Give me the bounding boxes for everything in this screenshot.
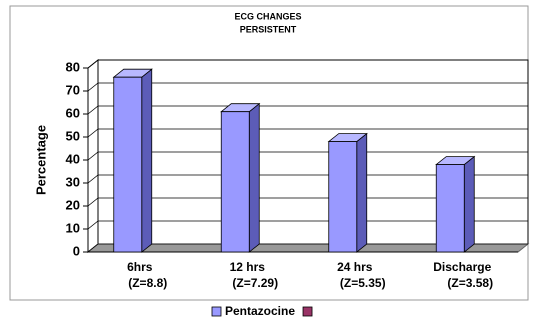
legend-swatch [302, 306, 313, 317]
grid-line [87, 174, 528, 184]
y-tick-label: 50 [66, 128, 80, 143]
x-tick-label: (Z=3.58) [447, 276, 493, 290]
bar-side [248, 102, 260, 253]
grid-line [87, 59, 528, 69]
grid-line [87, 151, 528, 161]
y-tick-label: 60 [66, 105, 80, 120]
grid-line [87, 197, 528, 207]
y-tick-label: 70 [66, 82, 80, 97]
y-tick-label: 0 [73, 243, 80, 258]
x-tick-label: 6hrs [127, 260, 153, 274]
bar [435, 164, 465, 253]
chart-title: ECG CHANGES [234, 11, 301, 21]
bar [220, 111, 250, 253]
y-axis-label: Percentage [33, 125, 48, 195]
y-tick-label: 30 [66, 174, 80, 189]
bar-side [356, 132, 368, 253]
x-tick-label: (Z=8.8) [128, 276, 167, 290]
x-tick-label: 24 hrs [337, 260, 373, 274]
bar [328, 141, 358, 253]
y-tick-label: 10 [66, 220, 80, 235]
grid-line [87, 220, 528, 230]
x-tick-label: (Z=5.35) [340, 276, 386, 290]
y-tick-label: 80 [66, 59, 80, 74]
grid-line [87, 243, 528, 253]
grid-line [87, 105, 528, 115]
x-tick-label: 12 hrs [230, 260, 266, 274]
bar-side [141, 68, 153, 253]
y-tick-label: 20 [66, 197, 80, 212]
grid-line [87, 128, 528, 138]
x-tick-label: (Z=7.29) [232, 276, 278, 290]
x-tick-label: Discharge [433, 260, 491, 274]
legend-label: Pentazocine [225, 304, 295, 318]
legend-swatch [211, 306, 222, 317]
bar-side [463, 155, 475, 253]
y-tick-label: 40 [66, 151, 80, 166]
bar [113, 76, 143, 253]
grid-line [87, 82, 528, 92]
chart-title: PERSISTENT [240, 24, 297, 34]
